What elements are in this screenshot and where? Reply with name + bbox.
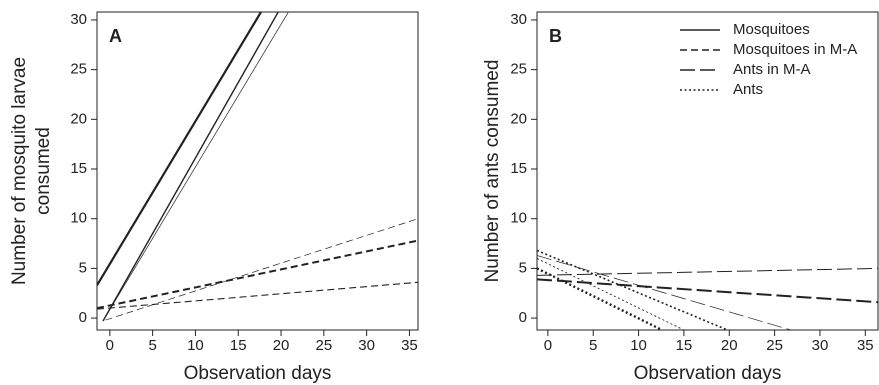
data-line [97, 281, 418, 310]
y-tick-label: 30 [510, 11, 527, 28]
y-tick-label: 15 [70, 160, 87, 177]
y-axis-label: Number of ants consumed [482, 60, 503, 283]
data-line [537, 258, 685, 330]
y-tick-label: 10 [510, 210, 527, 227]
y-tick-label: 20 [510, 110, 527, 127]
data-line [97, 12, 263, 286]
data-line [102, 12, 289, 322]
x-tick-label: 25 [766, 337, 783, 354]
data-line [537, 267, 663, 330]
x-tick-label: 10 [187, 337, 204, 354]
data-line [537, 267, 878, 276]
y-tick-label: 10 [70, 210, 87, 227]
panel-label: A [109, 26, 122, 46]
x-tick-label: 20 [273, 337, 290, 354]
x-tick-label: 0 [106, 337, 114, 354]
legend-label: Ants in M-A [733, 61, 811, 78]
x-tick-label: 35 [401, 337, 418, 354]
x-tick-label: 30 [358, 337, 375, 354]
data-line [102, 12, 280, 322]
legend-label: Mosquitoes [733, 21, 810, 38]
lines [97, 12, 418, 322]
y-tick-label: 25 [70, 61, 87, 78]
y-tick-label: 0 [519, 309, 527, 326]
x-tick-label: 30 [812, 337, 829, 354]
panel-label: B [549, 26, 562, 46]
x-tick-label: 35 [857, 337, 874, 354]
y-tick-label: 15 [510, 160, 527, 177]
x-tick-label: 15 [230, 337, 247, 354]
x-tick-label: 10 [630, 337, 647, 354]
panel: 0 5 10 15 20 25 30 0 5 10 15 20 25 30 35 Observation da… [482, 11, 879, 384]
x-tick-label: 15 [676, 337, 693, 354]
legend-label: Ants [733, 81, 763, 98]
y-axis-label: Number of mosquito larvae [9, 57, 30, 285]
y-axis-label: consumed [33, 127, 54, 215]
y-tick-label: 5 [519, 259, 527, 276]
y-tick-label: 5 [79, 259, 87, 276]
x-tick-label: 5 [589, 337, 597, 354]
x-tick-label: 5 [148, 337, 156, 354]
y-tick-label: 0 [79, 309, 87, 326]
x-tick-label: 25 [315, 337, 332, 354]
data-line [537, 278, 878, 304]
y-tick-label: 20 [70, 110, 87, 127]
plot-frame [536, 11, 879, 331]
panel: 0 5 10 15 20 25 30 0 5 10 15 20 25 30 35 Observation da… [9, 11, 419, 384]
x-axis-label: Observation days [634, 363, 782, 384]
legend-label: Mosquitoes in M-A [733, 41, 857, 58]
x-axis-label: Observation days [184, 363, 332, 384]
plot-frame [96, 11, 419, 331]
y-tick-label: 30 [70, 11, 87, 28]
x-tick-label: 0 [544, 337, 552, 354]
lines [537, 249, 878, 330]
data-line [537, 249, 728, 330]
x-tick-label: 20 [721, 337, 738, 354]
y-tick-label: 25 [510, 61, 527, 78]
